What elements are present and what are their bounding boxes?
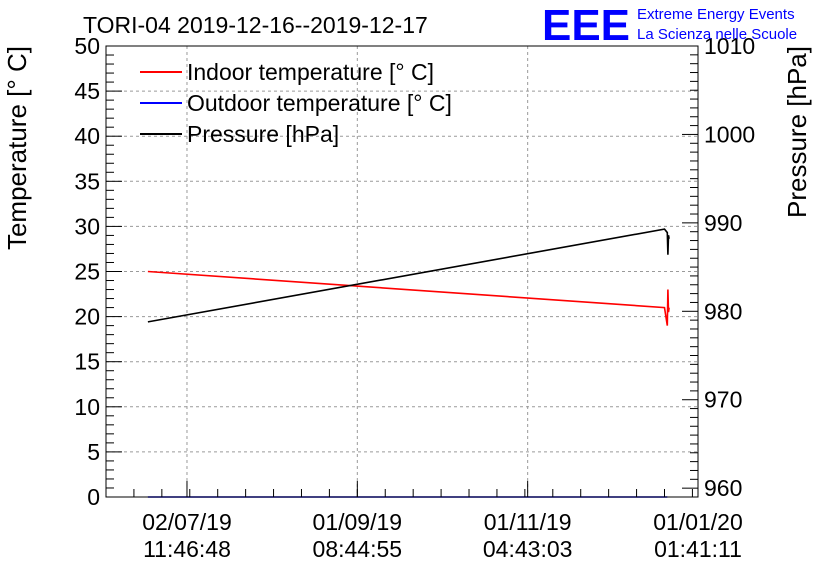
x-tick-label-date: 01/01/20	[653, 509, 743, 535]
y-tick-label: 20	[74, 304, 100, 330]
brand-line-2: La Scienza nelle Scuole	[637, 26, 797, 43]
y-tick-label: 15	[74, 349, 100, 375]
x-tick-label-time: 08:44:55	[313, 536, 403, 562]
y2-tick-label: 980	[704, 298, 742, 324]
y2-axis-title: Pressure [hPa]	[782, 46, 812, 218]
y-tick-label: 45	[74, 78, 100, 104]
y-tick-label: 35	[74, 168, 100, 194]
y-tick-label: 50	[74, 33, 100, 59]
y2-tick-label: 990	[704, 210, 742, 236]
chart-title: TORI-04 2019-12-16--2019-12-17	[83, 12, 428, 38]
series-line-3	[147, 228, 670, 323]
y-tick-label: 40	[74, 123, 100, 149]
legend-label-3: Pressure [hPa]	[187, 121, 339, 147]
y-axis-title: Temperature [° C]	[2, 46, 32, 250]
legend-label-1: Indoor temperature [° C]	[187, 59, 434, 85]
y-tick-label: 0	[87, 484, 100, 510]
y2-tick-label: 960	[704, 475, 742, 501]
grid	[106, 46, 698, 497]
y-tick-label: 5	[87, 439, 100, 465]
y-tick-label: 10	[74, 394, 100, 420]
left-axis: 0 5 10 15 20 25 30 35 40 45 50	[74, 33, 122, 510]
x-tick-label-date: 01/09/19	[313, 509, 403, 535]
x-tick-label-time: 01:41:11	[654, 536, 742, 562]
legend-label-2: Outdoor temperature [° C]	[187, 90, 452, 116]
y2-tick-label: 970	[704, 387, 742, 413]
brand-line-1: Extreme Energy Events	[637, 6, 795, 23]
legend: Indoor temperature [° C] Outdoor temperat…	[140, 59, 452, 147]
y2-tick-label: 1010	[704, 33, 755, 59]
x-tick-label-time: 04:43:03	[483, 536, 573, 562]
x-tick-label-time: 11:46:48	[143, 536, 231, 562]
series-layer	[147, 228, 670, 498]
eee-logo-text: EEE	[542, 1, 630, 50]
y2-tick-label: 1000	[704, 121, 755, 147]
y-tick-label: 25	[74, 259, 100, 285]
series-line-1	[147, 270, 670, 326]
eee-logo: EEE Extreme Energy Events La Scienza nel…	[542, 1, 797, 50]
right-axis: 960 970 980 990 1000 1010	[682, 33, 755, 501]
x-tick-label-date: 02/07/19	[142, 509, 232, 535]
x-tick-label-date: 01/11/19	[484, 509, 572, 535]
y-tick-label: 30	[74, 213, 100, 239]
